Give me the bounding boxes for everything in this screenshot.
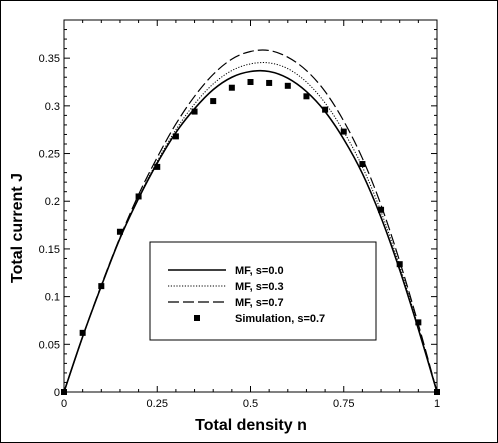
legend-label-mf-s03: MF, s=0.3 [235,281,284,293]
simulation-point [359,161,366,168]
legend-label-simulation: Simulation, s=0.7 [235,313,325,325]
simulation-point [98,283,105,290]
y-tick-label: 0.05 [39,339,60,351]
simulation-point [378,206,385,213]
legend-label-mf-s07: MF, s=0.7 [235,297,284,309]
simulation-point [116,228,123,235]
y-tick-label: 0.2 [45,196,60,208]
simulation-point [79,329,86,336]
y-tick-label: 0.3 [45,101,60,113]
simulation-point [284,82,291,89]
x-tick-label: 1 [434,398,440,410]
legend-label-mf-s0: MF, s=0.0 [235,265,284,277]
simulation-point [228,84,235,91]
y-axis-title: Total current J [9,173,26,283]
simulation-point [266,79,273,86]
simulation-point [396,261,403,268]
x-tick-label: 0 [61,398,67,410]
legend-box [149,241,377,341]
x-tick-label: 0.5 [243,398,258,410]
simulation-point [247,79,254,85]
y-tick-label: 0.1 [45,292,60,304]
y-tick-label: 0.35 [39,53,60,65]
y-tick-label: 0 [54,387,60,399]
simulation-point [303,93,310,100]
y-tick-label: 0.15 [39,244,60,256]
x-axis-title: Total density n [195,417,307,434]
simulation-point [322,106,329,113]
simulation-point [340,128,347,135]
simulation-point [434,389,440,395]
series-mf-s07-line [63,49,438,393]
x-tick-label: 0.75 [333,398,354,410]
y-tick-label: 0.25 [39,149,60,161]
legend-marker-simulation [194,315,200,321]
simulation-point [154,163,161,170]
simulation-point [191,108,198,115]
simulation-point [415,319,422,326]
simulation-point [135,193,142,200]
series-mf-s03-line [63,62,438,393]
legend: MF, s=0.0 MF, s=0.3 MF, s=0.7 Simulation… [149,241,377,341]
simulation-point [172,133,179,140]
simulation-point [210,98,217,105]
simulation-point [61,389,67,395]
series-mf-s0-line [63,69,438,393]
x-tick-label: 0.25 [147,398,168,410]
